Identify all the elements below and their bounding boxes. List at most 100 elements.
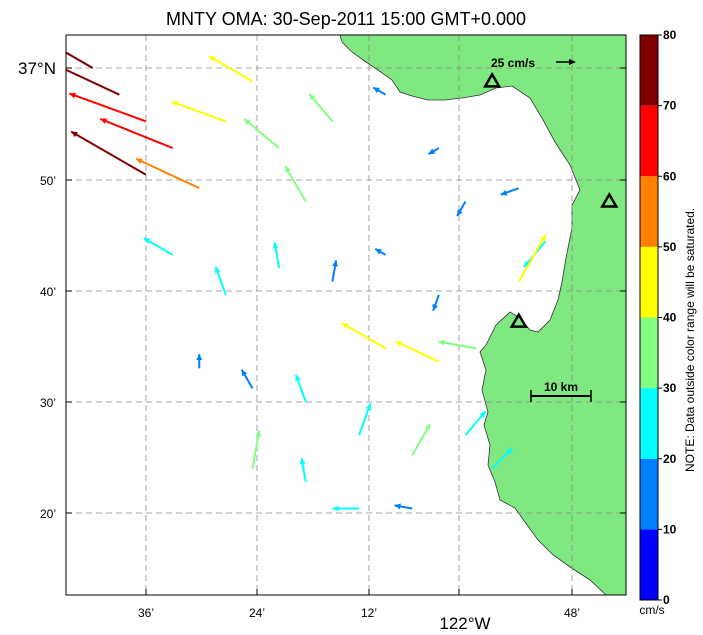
scale-bar-label: 10 km bbox=[544, 380, 578, 394]
current-vector bbox=[208, 55, 254, 83]
current-vector bbox=[70, 130, 147, 176]
colorbar-bin bbox=[640, 458, 658, 530]
x-tick-label: 36’ bbox=[138, 606, 154, 620]
vector-head bbox=[373, 87, 380, 94]
frame-ticks bbox=[66, 67, 626, 595]
colorbar-bins bbox=[640, 35, 658, 600]
current-vector bbox=[240, 369, 254, 389]
colorbar-tick-label: 80 bbox=[663, 28, 677, 42]
vector-head bbox=[299, 458, 306, 465]
vector-head bbox=[457, 209, 463, 217]
current-vector bbox=[251, 430, 262, 469]
vector-head bbox=[171, 100, 179, 107]
vector-head bbox=[196, 353, 203, 360]
plot-area bbox=[65, 34, 627, 596]
current-vector bbox=[196, 353, 203, 369]
colorbar-bin bbox=[640, 176, 658, 247]
vector-head bbox=[428, 148, 436, 155]
colorbar-tick-label: 40 bbox=[663, 311, 677, 325]
vector-head bbox=[295, 374, 301, 382]
plot-frame bbox=[65, 34, 627, 596]
x-axis: 36’ 24’ 12’ 122°W 48’ bbox=[138, 606, 580, 633]
vector-shaft bbox=[66, 51, 94, 69]
colorbar-bin bbox=[640, 35, 658, 106]
y-tick-label: 30’ bbox=[40, 396, 56, 410]
current-vector bbox=[456, 200, 467, 217]
vector-head bbox=[506, 448, 513, 455]
vector-head bbox=[272, 242, 279, 249]
current-vector bbox=[438, 339, 477, 350]
vector-head bbox=[375, 248, 382, 255]
y-tick-label: 20’ bbox=[40, 507, 56, 521]
vector-head bbox=[500, 189, 508, 196]
vector-head bbox=[255, 430, 262, 438]
radar-station-marker bbox=[482, 71, 502, 88]
current-vector bbox=[99, 117, 173, 150]
y-tick-label: 40’ bbox=[40, 285, 56, 299]
vector-shaft bbox=[251, 430, 261, 469]
vector-head bbox=[69, 92, 76, 99]
y-tick-label: 50’ bbox=[40, 174, 56, 188]
current-vector bbox=[68, 92, 147, 123]
current-vector bbox=[308, 93, 334, 123]
colorbar-note: NOTE: Data outside color range will be s… bbox=[683, 208, 697, 472]
colorbar-tick-label: 20 bbox=[663, 452, 677, 466]
vector-shaft bbox=[394, 340, 440, 363]
scale-bar: 10 km bbox=[530, 380, 592, 402]
current-vector bbox=[464, 410, 487, 436]
vector-shaft bbox=[243, 118, 280, 149]
scale-arrow-head bbox=[569, 59, 576, 65]
colorbar-bin bbox=[640, 317, 658, 389]
current-vector bbox=[341, 322, 387, 350]
current-vector bbox=[331, 260, 339, 282]
vector-head bbox=[285, 166, 291, 173]
vector-head bbox=[332, 505, 339, 512]
vector-head bbox=[438, 339, 445, 346]
vector-head bbox=[241, 369, 248, 377]
vector-shaft bbox=[341, 322, 387, 350]
current-vector bbox=[171, 100, 227, 123]
vector-head bbox=[100, 118, 107, 124]
vector-head bbox=[136, 158, 143, 164]
current-vector bbox=[66, 68, 120, 96]
scale-arrow: 25 cm/s bbox=[491, 56, 576, 70]
colorbar-bin bbox=[640, 246, 658, 318]
chart-title: MNTY OMA: 30-Sep-2011 15:00 GMT+0.000 bbox=[166, 9, 526, 29]
vector-head bbox=[143, 238, 151, 244]
vector-head bbox=[365, 403, 372, 411]
x-tick-label: 12’ bbox=[361, 606, 377, 620]
vector-head bbox=[341, 323, 349, 329]
vector-shaft bbox=[284, 165, 307, 202]
current-vector bbox=[66, 51, 94, 69]
x-tick-label: 24’ bbox=[249, 606, 265, 620]
vector-shaft bbox=[171, 100, 227, 123]
vector-head bbox=[424, 423, 431, 431]
vector-shaft bbox=[208, 55, 254, 83]
vector-head bbox=[523, 260, 530, 268]
vector-shaft bbox=[308, 93, 334, 123]
current-vector bbox=[491, 447, 514, 470]
current-vector bbox=[411, 423, 432, 456]
colorbar-bin bbox=[640, 105, 658, 177]
vector-head bbox=[309, 93, 316, 101]
current-vector bbox=[243, 118, 280, 149]
vector-head bbox=[214, 266, 221, 274]
vector-shaft bbox=[438, 340, 477, 350]
current-vector bbox=[284, 165, 307, 202]
current-vectors bbox=[66, 51, 547, 512]
colorbar-tick-label: 10 bbox=[663, 522, 677, 536]
y-axis: 37°N 50’ 40’ 30’ 20’ bbox=[18, 59, 56, 521]
vector-head bbox=[208, 56, 216, 62]
current-vector bbox=[294, 374, 307, 403]
y-tick-label: 37°N bbox=[18, 59, 56, 78]
vector-head bbox=[540, 234, 546, 242]
scale-arrow-label: 25 cm/s bbox=[491, 56, 535, 70]
radar-station-marker bbox=[509, 312, 528, 328]
vector-shaft bbox=[70, 130, 147, 176]
vector-head bbox=[479, 411, 486, 418]
current-vector bbox=[394, 503, 413, 510]
vector-shaft bbox=[68, 92, 147, 123]
vector-head bbox=[71, 131, 78, 138]
colorbar-unit: cm/s bbox=[639, 603, 664, 617]
